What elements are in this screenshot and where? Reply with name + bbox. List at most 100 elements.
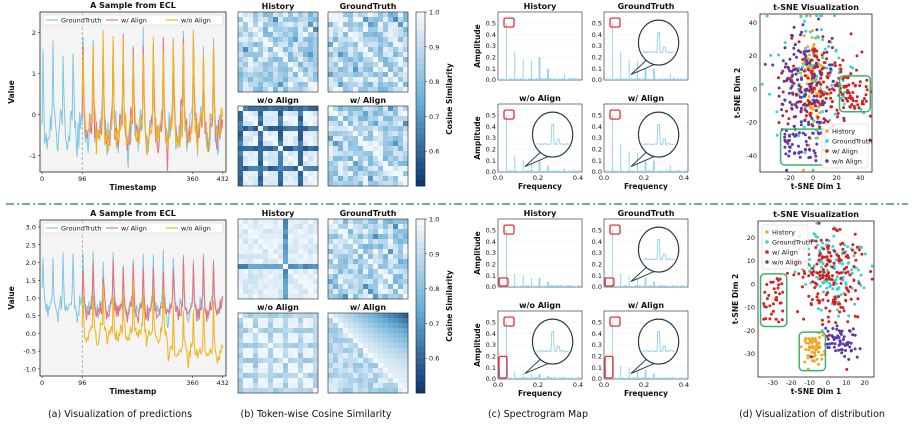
heatmap-cell: [243, 274, 249, 280]
heatmap-cell: [333, 52, 339, 58]
scatter-point: [803, 94, 806, 98]
heatmap-cell: [353, 67, 359, 73]
scatter-point: [837, 329, 841, 333]
heatmap-cell: [373, 87, 379, 93]
heatmap-cell: [248, 343, 254, 349]
heatmap-cell: [373, 239, 379, 245]
heatmap-cell: [278, 279, 284, 285]
heatmap-cell: [293, 126, 299, 132]
heatmap-cell: [253, 289, 259, 295]
heatmap-cell: [348, 353, 354, 359]
scatter-point: [811, 359, 815, 363]
heatmap-cell: [378, 176, 384, 182]
heatmap-cell: [308, 289, 314, 295]
heatmap-cell: [343, 131, 349, 137]
heatmap-cell: [313, 136, 319, 142]
heatmap-cell: [383, 333, 389, 339]
heatmap-cell: [343, 17, 349, 23]
heatmap-cell: [358, 244, 364, 250]
x-axis-label: t-SNE Dim 1: [791, 182, 842, 191]
heatmap-cell: [398, 244, 404, 250]
scatter-point: [839, 258, 843, 262]
legend-label: GroundTruth: [61, 224, 101, 232]
scatter-point: [835, 327, 839, 331]
heatmap-cell: [358, 239, 364, 245]
heatmap-cell: [258, 328, 264, 334]
heatmap-cell: [378, 141, 384, 147]
heatmap-cell: [343, 151, 349, 157]
heatmap-cell: [348, 279, 354, 285]
heatmap-cell: [373, 146, 379, 152]
heatmap-cell: [353, 289, 359, 295]
heatmap-cell: [283, 249, 289, 255]
scatter-point: [839, 348, 843, 352]
heatmap-panel: History: [237, 2, 319, 93]
y-tick-label: 0.0: [592, 283, 602, 291]
scatter-point: [834, 282, 838, 286]
heatmap-cell: [283, 363, 289, 369]
heatmap-cell: [258, 22, 264, 28]
scatter-point: [833, 61, 837, 65]
heatmap-cell: [263, 37, 269, 43]
y-axis-label: Amplitude: [473, 24, 482, 68]
heatmap-cell: [353, 378, 359, 384]
heatmap-cell: [373, 244, 379, 250]
heatmap-cell: [243, 358, 249, 364]
heatmap-cell: [278, 358, 284, 364]
x-tick-label: -20: [786, 379, 797, 387]
heatmap-cell: [393, 136, 399, 142]
heatmap-cell: [313, 353, 319, 359]
heatmap-cell: [258, 269, 264, 275]
heatmap-cell: [278, 32, 284, 38]
heatmap-cell: [393, 353, 399, 359]
heatmap-cell: [378, 17, 384, 23]
scatter-point: [800, 30, 804, 34]
cluster-point: [798, 155, 802, 159]
heatmap-cell: [253, 264, 259, 270]
heatmap-cell: [368, 52, 374, 58]
scatter-point: [827, 320, 831, 324]
heatmap-cell: [358, 264, 364, 270]
heatmap-cell: [243, 171, 249, 177]
heatmap-cell: [343, 156, 349, 162]
heatmap-cell: [403, 284, 409, 290]
heatmap-cell: [398, 363, 404, 369]
heatmap-cell: [358, 259, 364, 265]
heatmap-cell: [298, 249, 304, 255]
heatmap-cell: [293, 338, 299, 344]
heatmap-cell: [328, 57, 334, 63]
heatmap-cell: [388, 289, 394, 295]
scatter-point: [849, 65, 853, 69]
heatmap-cell: [338, 77, 344, 83]
heatmap-cell: [398, 229, 404, 235]
scatter-point: [808, 258, 812, 262]
heatmap-cell: [288, 52, 294, 58]
heatmap-cell: [388, 131, 394, 137]
heatmap-cell: [368, 338, 374, 344]
heatmap-cell: [398, 82, 404, 88]
y-tick-label: 2.5: [26, 241, 36, 249]
heatmap-cell: [303, 171, 309, 177]
heatmap-panel: History: [237, 209, 319, 300]
heatmap-cell: [293, 348, 299, 354]
cluster-point: [781, 290, 785, 294]
heatmap-cell: [308, 284, 314, 290]
heatmap-cell: [308, 249, 314, 255]
heatmap-cell: [288, 254, 294, 260]
scatter-point: [820, 67, 824, 71]
heatmap-cell: [288, 62, 294, 68]
heatmap-cell: [343, 42, 349, 48]
colorbar-segment: [416, 35, 425, 42]
cluster-point: [777, 320, 781, 324]
heatmap-cell: [238, 363, 244, 369]
heatmap-cell: [298, 368, 304, 374]
heatmap-cell: [388, 244, 394, 250]
colorbar-segment: [416, 387, 425, 394]
scatter-point: [825, 255, 829, 259]
peak-highlight: [609, 109, 621, 120]
heatmap-cell: [268, 264, 274, 270]
cluster-point: [850, 103, 854, 107]
heatmap-cell: [368, 328, 374, 334]
